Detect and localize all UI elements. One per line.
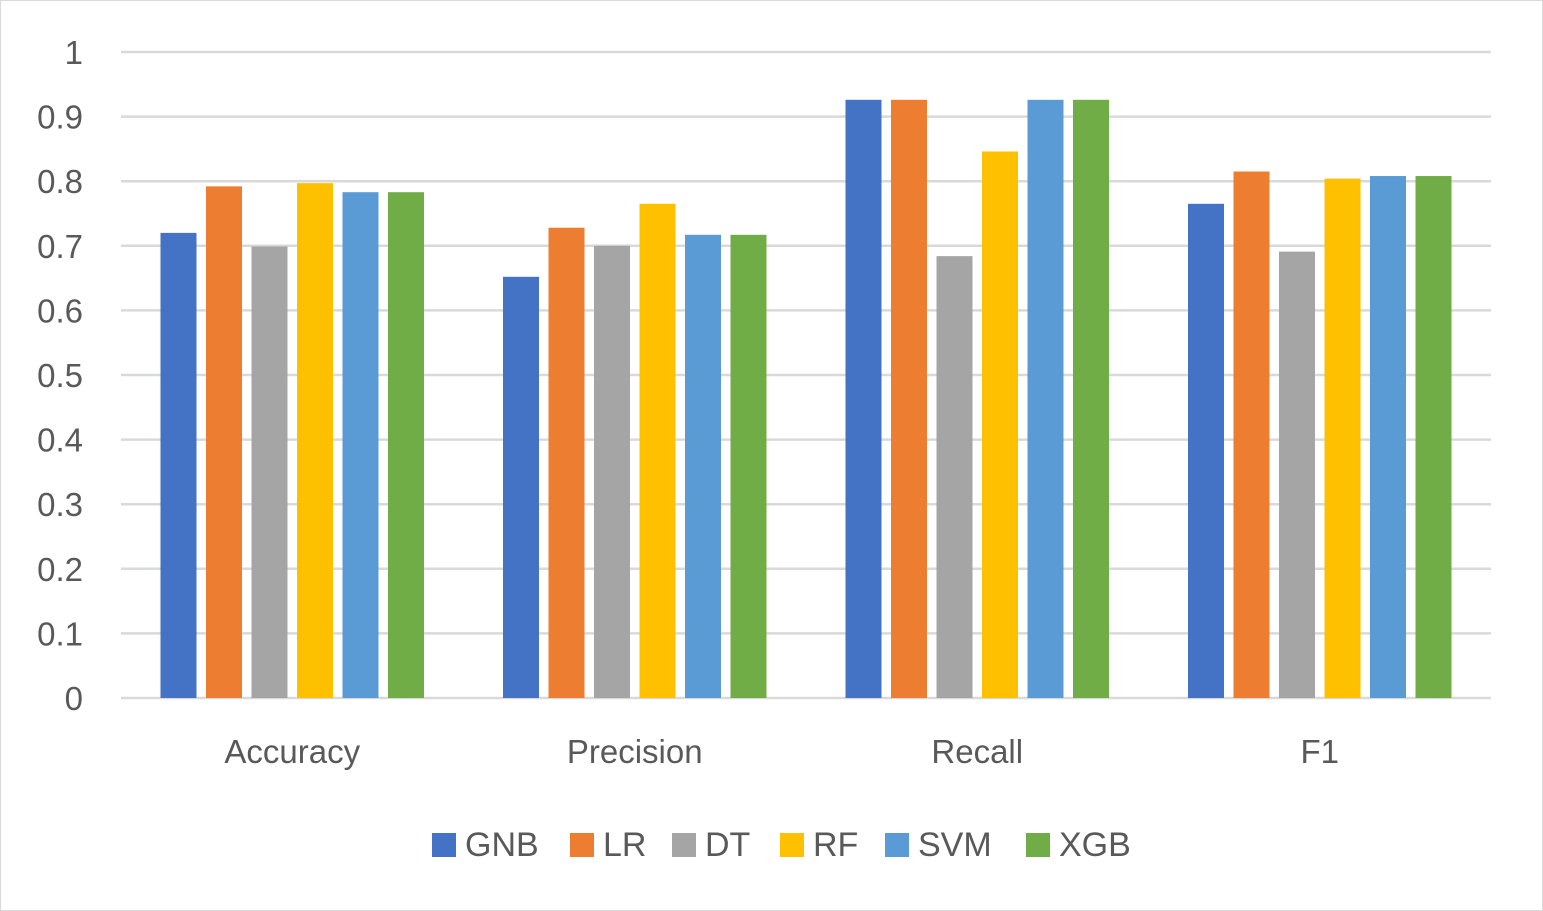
bar-lr-accuracy: [206, 186, 242, 699]
bar-rf-recall: [982, 151, 1018, 698]
bars: [160, 99, 1452, 699]
legend: GNB LR DT RF SVM XGB: [432, 826, 1131, 864]
y-tick-label: 0.1: [37, 615, 83, 652]
legend-label-gnb: GNB: [465, 826, 539, 864]
legend-swatch-svm: [885, 833, 909, 857]
bar-xgb-recall: [1073, 99, 1109, 698]
bar-gnb-recall: [845, 99, 882, 698]
y-tick-label: 0.7: [37, 228, 83, 265]
bar-lr-recall: [891, 99, 927, 698]
x-category-label: Accuracy: [224, 733, 360, 770]
bar-rf-f1: [1324, 178, 1361, 699]
legend-label-lr: LR: [603, 826, 646, 864]
bar-dt-recall: [936, 256, 973, 698]
bar-dt-f1: [1279, 251, 1315, 698]
x-category-label: Recall: [931, 733, 1023, 770]
legend-swatch-dt: [672, 833, 696, 857]
bar-gnb-precision: [503, 276, 539, 698]
legend-label-rf: RF: [813, 826, 858, 864]
bar-lr-precision: [548, 227, 585, 698]
y-tick-label: 0.2: [37, 551, 83, 588]
bar-dt-precision: [594, 245, 630, 699]
y-axis-tick-labels: 0 0.1 0.2 0.3 0.4 0.5 0.6 0.7 0.8 0.9 1: [37, 34, 83, 717]
legend-label-xgb: XGB: [1059, 826, 1131, 864]
y-tick-label: 0.9: [37, 99, 83, 136]
y-tick-label: 0: [65, 680, 83, 717]
bar-xgb-precision: [730, 234, 767, 698]
legend-swatch-rf: [780, 833, 804, 857]
y-tick-label: 0.8: [37, 163, 83, 200]
bar-svm-f1: [1370, 176, 1406, 699]
legend-swatch-xgb: [1026, 833, 1050, 857]
y-tick-label: 0.3: [37, 486, 83, 523]
legend-label-dt: DT: [705, 826, 750, 864]
bar-svm-precision: [685, 234, 721, 698]
legend-swatch-lr: [570, 833, 594, 857]
bar-svm-recall: [1027, 99, 1064, 698]
bar-rf-accuracy: [297, 183, 333, 698]
y-tick-label: 1: [65, 34, 83, 71]
x-axis-category-labels: Accuracy Precision Recall F1: [224, 733, 1339, 770]
bar-gnb-f1: [1188, 203, 1224, 698]
bar-gnb-accuracy: [160, 232, 197, 698]
y-tick-label: 0.6: [37, 292, 83, 329]
bar-lr-f1: [1233, 171, 1270, 698]
y-tick-label: 0.4: [37, 422, 83, 459]
bar-xgb-f1: [1415, 176, 1452, 699]
bar-xgb-accuracy: [388, 192, 424, 698]
x-category-label: F1: [1300, 733, 1339, 770]
bar-rf-precision: [639, 203, 676, 698]
legend-label-svm: SVM: [918, 826, 992, 864]
legend-swatch-gnb: [432, 833, 456, 857]
bar-dt-accuracy: [251, 246, 288, 699]
x-category-label: Precision: [567, 733, 703, 770]
y-tick-label: 0.5: [37, 357, 83, 394]
bar-svm-accuracy: [342, 192, 379, 698]
